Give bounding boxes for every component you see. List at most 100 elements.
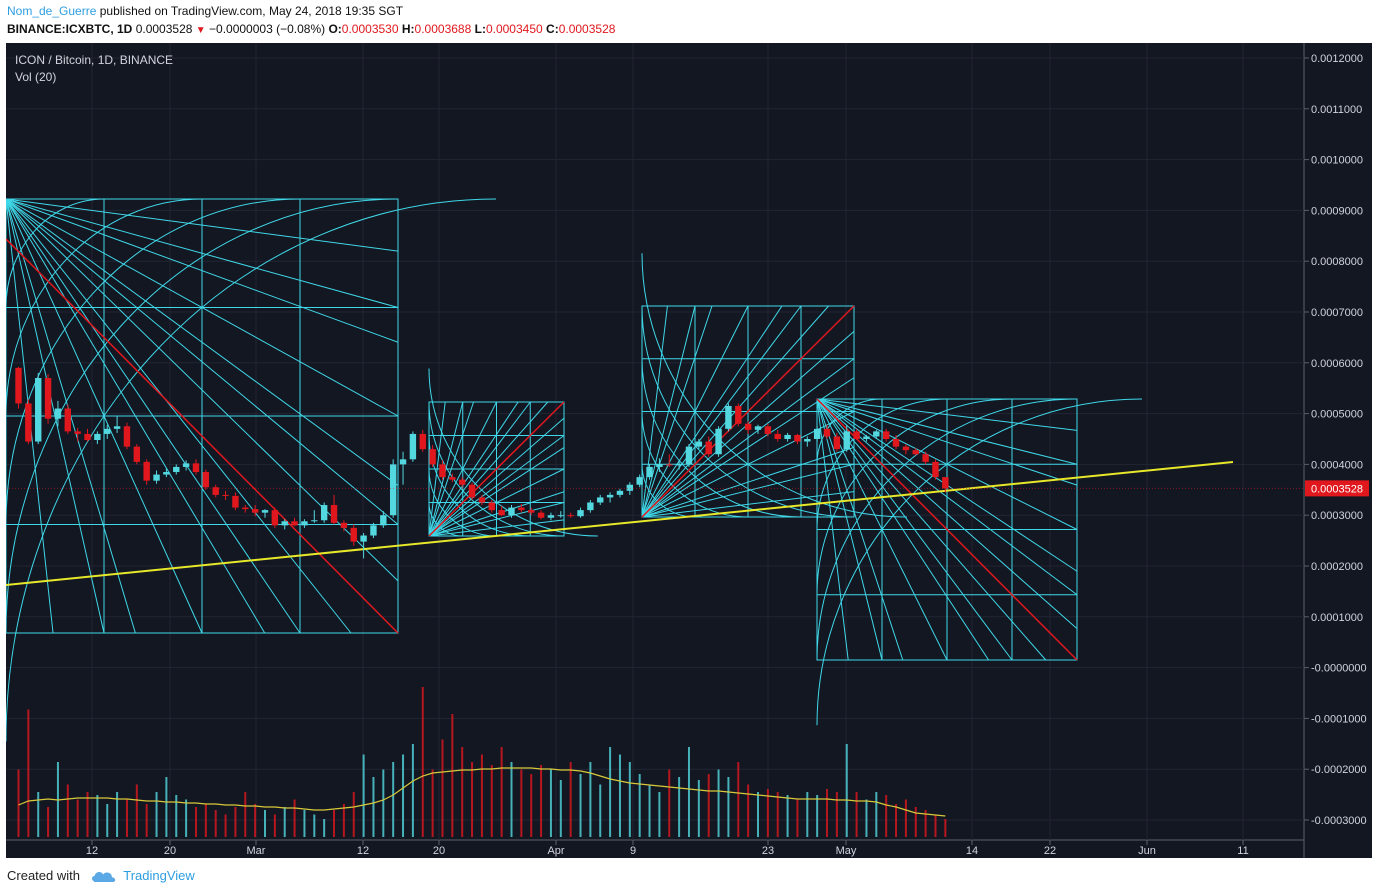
volume-bar [855, 792, 858, 837]
volume-bar [313, 814, 316, 837]
tradingview-link[interactable]: TradingView [123, 868, 195, 883]
volume-bar [579, 774, 582, 837]
volume-bar [796, 799, 799, 837]
candles [6, 366, 1304, 559]
legend-indicator: Vol (20) [15, 70, 56, 84]
low-value: 0.0003450 [485, 22, 543, 36]
gann-fan-line [6, 198, 399, 486]
volume-bar [106, 804, 109, 837]
volume-bar [806, 792, 809, 837]
volume-bar [116, 792, 119, 837]
time-tick-label: 12 [357, 845, 369, 857]
author-link[interactable]: Nom_de_Guerre [7, 4, 97, 18]
volume-bar [214, 810, 217, 837]
gann-arc [6, 198, 497, 742]
volume-bar [658, 792, 661, 837]
candle-body [94, 433, 101, 441]
candle-body [429, 449, 436, 465]
candle-body [54, 408, 62, 419]
time-tick-label: 20 [433, 845, 445, 857]
volume-bar [471, 762, 474, 837]
price-tick-label: 0.0012000 [1311, 53, 1363, 65]
time-tick-label: Apr [547, 845, 564, 857]
volume-bar [776, 792, 779, 837]
candle-body [567, 515, 574, 517]
gann-fan-line [428, 401, 549, 537]
candle-body [735, 405, 742, 424]
created-with-text: Created with [7, 868, 80, 883]
candle-body [123, 426, 131, 447]
gann-fan-line [641, 358, 855, 518]
candle-body [202, 472, 210, 488]
volume-bar [904, 799, 907, 837]
gann-fan-line [816, 398, 849, 661]
gann-fan-line [816, 398, 1078, 465]
last-price-tag [1305, 480, 1369, 497]
candle-body [459, 479, 466, 485]
candle-body [715, 428, 722, 455]
candle-body [488, 502, 495, 511]
volume-bar [786, 795, 789, 837]
candle-body [350, 527, 357, 542]
volume-bar [76, 799, 79, 837]
volume-bar [609, 747, 612, 837]
volume-bar [549, 769, 552, 837]
candle-body [439, 464, 446, 478]
gann-fan-line [428, 435, 565, 537]
candle-body [656, 464, 663, 467]
change-value: −0.0000003 (−0.08%) [209, 22, 326, 36]
candle-body [370, 525, 377, 536]
time-tick-label: 9 [630, 845, 636, 857]
gann-fan-line [816, 398, 1047, 661]
candle-body [882, 431, 890, 439]
candle-body [311, 520, 318, 522]
candle-body [222, 494, 229, 496]
time-tick-label: 14 [966, 845, 978, 857]
candle-body [863, 436, 870, 439]
volume-bar [628, 762, 631, 837]
candle-body [636, 477, 643, 485]
candle-body [833, 436, 841, 450]
volume-bar [382, 769, 385, 837]
volume-bar [421, 687, 424, 837]
candle-body [113, 426, 121, 429]
candle-body [133, 446, 141, 462]
volume-bar [411, 744, 414, 837]
gann-arc [6, 198, 203, 417]
diagonal-line [816, 398, 1078, 661]
price-tick-label: 0.0004000 [1311, 459, 1363, 471]
candle-body [153, 474, 160, 481]
gann-fan-line [641, 305, 668, 518]
volume-bar [668, 769, 671, 837]
volume-bar [648, 784, 651, 837]
price-tick-label: 0.0008000 [1311, 256, 1363, 268]
volume-bar [737, 762, 740, 837]
price-chart[interactable]: 0.0012000 0.0011000 0.0010000 0.0009000 0.00… [6, 43, 1372, 858]
tradingview-logo-icon [91, 872, 115, 882]
volume-bar [224, 814, 227, 837]
candle-body [764, 426, 772, 434]
price-axis[interactable]: 0.0012000 0.0011000 0.0010000 0.0009000 0.00… [1304, 53, 1369, 827]
volume-bar [431, 769, 434, 837]
gann-fan-line [816, 398, 1078, 486]
legend-title: ICON / Bitcoin, 1D, BINANCE [15, 53, 173, 67]
gann-fan-line [428, 401, 519, 537]
candle-body [853, 431, 860, 439]
candle-body [754, 426, 762, 430]
time-axis[interactable]: 12 20 Mar 12 20 Apr 9 23 May 14 22 Jun 11 [86, 840, 1249, 857]
candle-body [902, 446, 910, 451]
gann-fan-line [641, 491, 855, 518]
candle-body [15, 367, 22, 404]
candle-body [291, 521, 298, 526]
volume-bar [441, 739, 444, 837]
candle-body [794, 434, 801, 442]
gann-fan-line [428, 401, 446, 537]
gann-fan-line [6, 198, 399, 252]
time-tick-label: May [836, 845, 857, 857]
footer: Created with TradingView [7, 868, 195, 883]
gann-fan-line [816, 398, 1078, 530]
candle-body [784, 434, 791, 439]
volume-bar [372, 777, 375, 837]
candle-body [695, 441, 703, 447]
candle-body [232, 495, 239, 508]
